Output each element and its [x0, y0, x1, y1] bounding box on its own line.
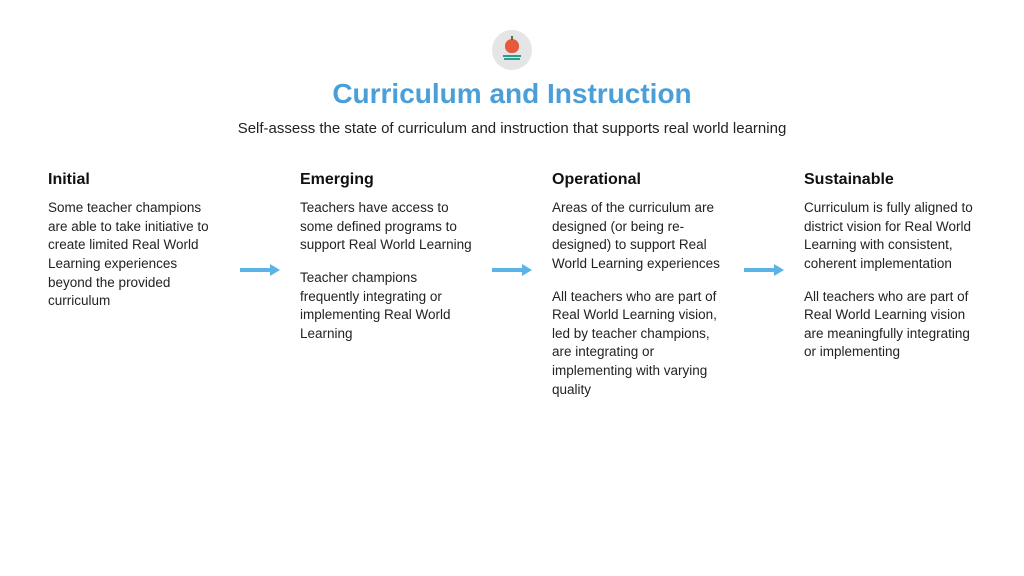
arrow-1	[236, 171, 284, 274]
stage-title: Emerging	[300, 171, 472, 189]
arrow-line	[492, 268, 522, 272]
stage-title: Sustainable	[804, 171, 976, 189]
stage-title: Operational	[552, 171, 724, 189]
stage-paragraph: All teachers who are part of Real World …	[552, 288, 724, 400]
stage-operational: Operational Areas of the curriculum are …	[552, 171, 724, 399]
apple-icon	[505, 39, 519, 53]
stage-body: Teachers have access to some defined pro…	[300, 199, 472, 343]
stage-body: Some teacher champions are able to take …	[48, 199, 220, 311]
stage-title: Initial	[48, 171, 220, 189]
stage-paragraph: Areas of the curriculum are designed (or…	[552, 199, 724, 274]
arrow-head	[270, 264, 280, 276]
stage-paragraph: All teachers who are part of Real World …	[804, 288, 976, 363]
arrow-line	[744, 268, 774, 272]
stage-paragraph: Some teacher champions are able to take …	[48, 199, 220, 311]
arrow-icon	[240, 266, 280, 274]
stage-paragraph: Teachers have access to some defined pro…	[300, 199, 472, 255]
arrow-2	[488, 171, 536, 274]
stage-paragraph: Curriculum is fully aligned to district …	[804, 199, 976, 274]
stage-initial: Initial Some teacher champions are able …	[48, 171, 220, 311]
arrow-head	[774, 264, 784, 276]
books-icon	[503, 55, 521, 61]
stage-paragraph: Teacher champions frequently integrating…	[300, 269, 472, 344]
arrow-icon	[744, 266, 784, 274]
arrow-3	[740, 171, 788, 274]
stages-row: Initial Some teacher champions are able …	[48, 171, 976, 399]
arrow-head	[522, 264, 532, 276]
stage-emerging: Emerging Teachers have access to some de…	[300, 171, 472, 343]
stage-sustainable: Sustainable Curriculum is fully aligned …	[804, 171, 976, 362]
page-subtitle: Self-assess the state of curriculum and …	[238, 120, 787, 137]
stage-body: Areas of the curriculum are designed (or…	[552, 199, 724, 399]
page: Curriculum and Instruction Self-assess t…	[0, 0, 1024, 576]
stage-body: Curriculum is fully aligned to district …	[804, 199, 976, 362]
header-icon	[492, 30, 532, 70]
page-title: Curriculum and Instruction	[332, 78, 691, 110]
arrow-line	[240, 268, 270, 272]
arrow-icon	[492, 266, 532, 274]
